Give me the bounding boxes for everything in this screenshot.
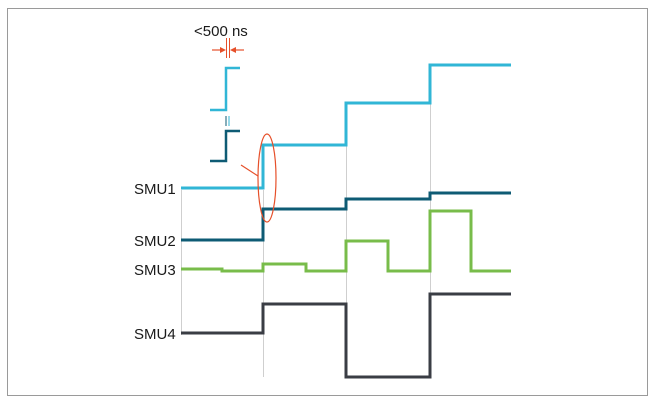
timing-arrow-left-head-icon <box>230 47 236 53</box>
zoom-inset <box>210 66 240 163</box>
diagram-border <box>7 8 648 396</box>
time-gridlines <box>181 65 431 377</box>
smu2-trace <box>181 191 511 242</box>
timing-annotation: <500 ns <box>194 23 248 58</box>
smu4-trace <box>181 292 511 379</box>
inset-smu2-step <box>210 129 240 163</box>
inset-smu1-step <box>210 66 240 112</box>
timing-arrow-right-head-icon <box>220 47 226 53</box>
signal-label-smu4: SMU4 <box>134 326 176 343</box>
timing-label: <500 ns <box>194 23 248 40</box>
smu3-trace <box>181 209 511 273</box>
signal-label-smu3: SMU3 <box>134 262 176 279</box>
smu1-trace <box>181 63 511 190</box>
highlight-ellipse <box>257 133 277 223</box>
signal-label-smu2: SMU2 <box>134 233 176 250</box>
signal-label-smu1: SMU1 <box>134 181 176 198</box>
highlight-pointer <box>240 164 259 177</box>
transition-highlight <box>240 133 277 223</box>
